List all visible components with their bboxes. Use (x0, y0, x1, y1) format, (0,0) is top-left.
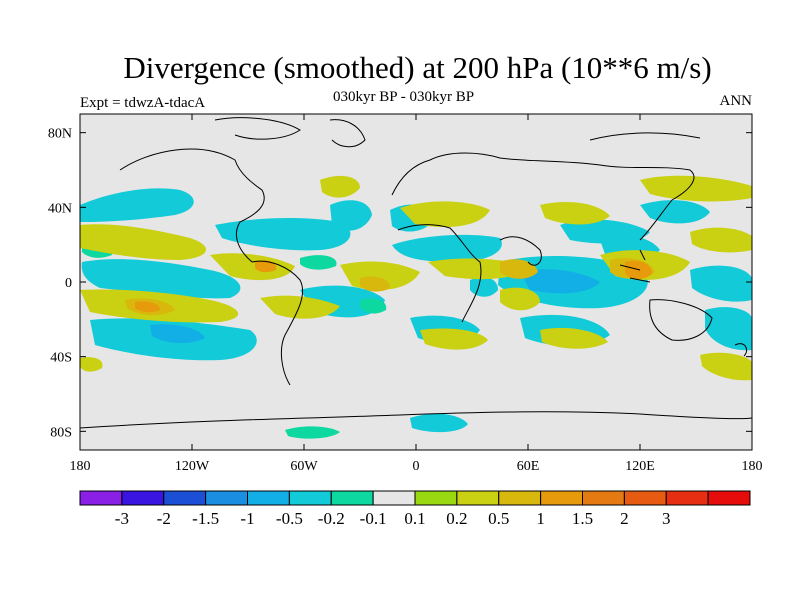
lon-tick-label: 120W (175, 459, 210, 474)
lon-tick-label: 0 (413, 459, 420, 474)
axis-ticks: 80N 40N 0 40S 80S 180 120W 60W 0 60E 120E 180 (48, 114, 763, 474)
colorbar-label: -1.5 (192, 509, 219, 528)
colorbar-swatch (582, 490, 625, 506)
colorbar-swatch (498, 490, 542, 506)
lat-tick-label: 0 (65, 276, 72, 291)
colorbar-label: -0.5 (276, 509, 303, 528)
colorbar-swatch (414, 490, 458, 506)
lon-tick-label: 180 (742, 459, 763, 474)
experiment-label: Expt = tdwzA-tdacA (80, 95, 206, 111)
colorbar-label: -1 (240, 509, 254, 528)
lat-tick-label: 80N (48, 127, 72, 142)
colorbar-swatch (707, 490, 751, 506)
chart-title: Divergence (smoothed) at 200 hPa (10**6 … (123, 50, 712, 85)
colorbar-label: 2 (620, 509, 629, 528)
colorbar-swatch (288, 490, 332, 506)
colorbar-swatch (121, 490, 165, 506)
positive-shading (80, 175, 752, 381)
coastlines (80, 117, 752, 429)
negative-shading-strong (150, 269, 600, 344)
divergence-field (80, 175, 752, 439)
lon-tick-label: 60E (517, 459, 540, 474)
colorbar-swatch (163, 490, 207, 506)
colorbar-label: 0.1 (404, 509, 425, 528)
colorbar-label: 1 (536, 509, 545, 528)
colorbar-label: -0.1 (360, 509, 387, 528)
chart-subtitle: 030kyr BP - 030kyr BP (333, 89, 475, 105)
lon-tick-label: 120E (625, 459, 655, 474)
colorbar-swatch (540, 490, 583, 506)
colorbar-label: 0.2 (446, 509, 467, 528)
lat-tick-label: 80S (50, 425, 72, 440)
colorbar-label: -3 (115, 509, 129, 528)
colorbar-swatch (372, 490, 416, 506)
colorbar-swatch (330, 490, 374, 506)
colorbar-swatch (623, 490, 667, 506)
lon-tick-label: 180 (70, 459, 91, 474)
colorbar-label: 1.5 (572, 509, 593, 528)
colorbar-label: 3 (662, 509, 671, 528)
colorbar-label: -0.2 (318, 509, 345, 528)
colorbar-swatch (205, 490, 248, 506)
lat-tick-label: 40N (48, 201, 72, 216)
colorbar: -3 -2 -1.5 -1 -0.5 -0.2 -0.1 0.1 0.2 0.5 1 1.5 2 3 (79, 490, 751, 528)
lat-tick-label: 40S (50, 351, 72, 366)
colorbar-swatch (456, 490, 500, 506)
colorbar-label: -2 (157, 509, 171, 528)
colorbar-label: 0.5 (488, 509, 509, 528)
colorbar-swatch (247, 490, 290, 506)
colorbar-swatch (665, 490, 709, 506)
lon-tick-label: 60W (290, 459, 318, 474)
colorbar-swatch (79, 490, 123, 506)
season-label: ANN (719, 93, 753, 109)
